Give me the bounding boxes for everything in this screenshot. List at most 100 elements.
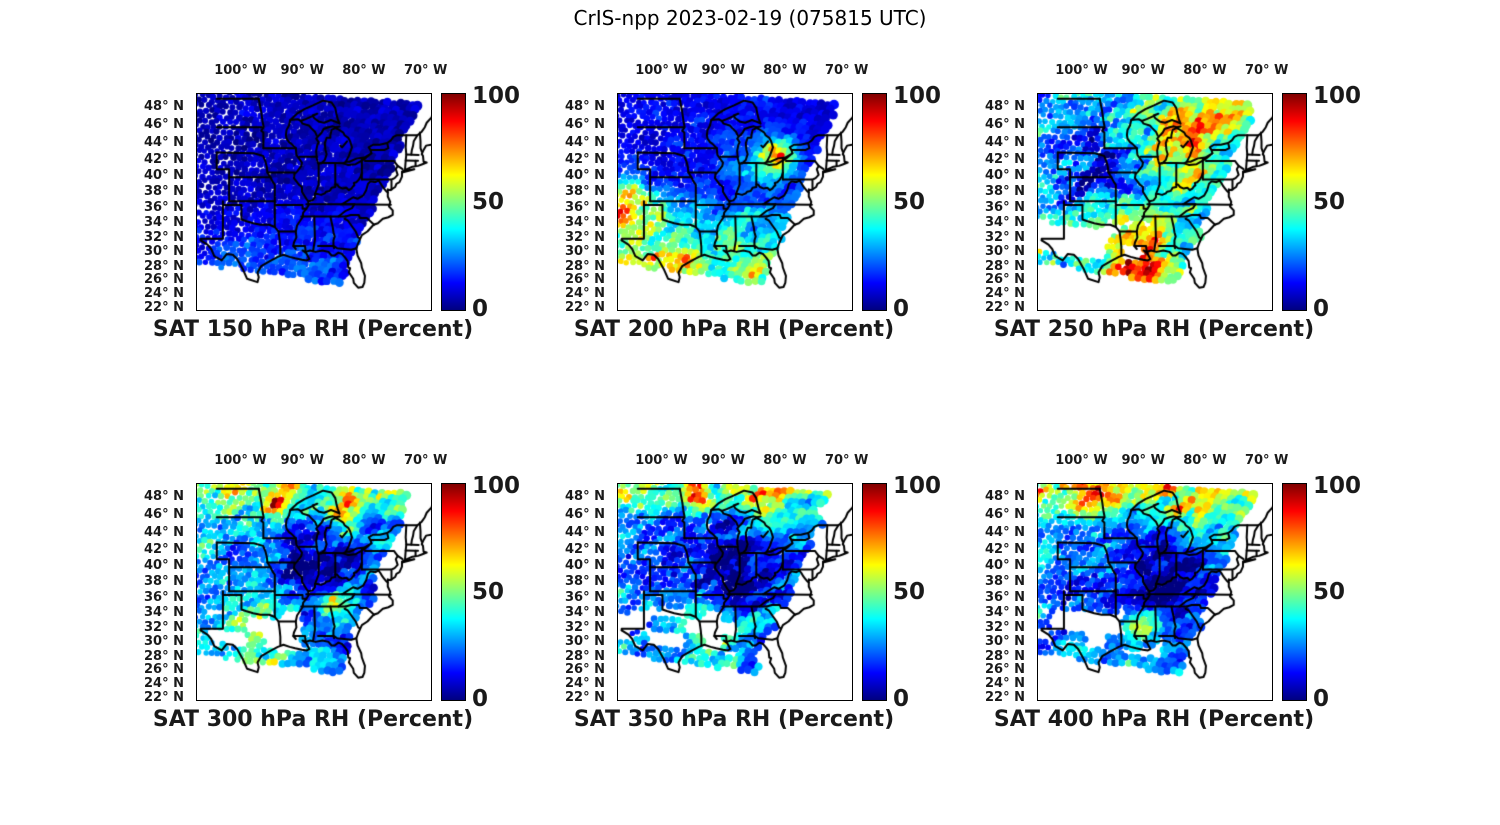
map-canvas-150 [196,93,432,311]
lat-tick-label: 40° N [985,168,1025,184]
map-canvas-400 [1037,483,1273,701]
lon-tick-label: 90° W [701,63,745,78]
lat-tick-label: 22° N [985,689,1025,705]
lon-tick-label: 100° W [214,63,267,78]
lat-tick-label: 32° N [144,229,184,245]
panel-title-300: SAT 300 hPa RH (Percent) [152,707,474,732]
panel-title-150: SAT 150 hPa RH (Percent) [152,317,474,342]
colorbar-tick-0: 0 [1313,686,1330,712]
lat-tick-label: 24° N [985,286,1025,302]
lat-tick-label: 36° N [565,199,605,215]
colorbar-tick-100: 100 [1313,473,1362,499]
lat-tick-label: 48° N [565,489,605,505]
lat-tick-label: 30° N [565,634,605,650]
map-canvas-300 [196,483,432,701]
panel-sat-200-hpa: 100 50 0 SAT 200 hPa RH (Percent) 100° W… [559,51,959,351]
map-canvas-350 [617,483,853,701]
lon-tick-label: 70° W [824,453,869,468]
panel-sat-150-hpa: 100 50 0 SAT 150 hPa RH (Percent) 100° W… [138,51,538,351]
colorbar-tick-50: 50 [893,189,926,215]
lat-tick-label: 48° N [144,99,184,115]
lat-tick-label: 32° N [985,229,1025,245]
lat-tick-label: 44° N [565,524,605,540]
lat-tick-label: 32° N [144,619,184,635]
lat-tick-label: 40° N [144,168,184,184]
lat-tick-label: 46° N [985,117,1025,133]
panel-sat-400-hpa: 100 50 0 SAT 400 hPa RH (Percent) 100° W… [979,441,1379,741]
lat-tick-label: 40° N [565,558,605,574]
lat-tick-label: 28° N [985,648,1025,664]
lat-tick-label: 32° N [565,229,605,245]
lat-tick-label: 24° N [144,286,184,302]
lat-tick-label: 44° N [985,134,1025,150]
colorbar-tick-100: 100 [893,473,942,499]
colorbar-tick-50: 50 [472,189,505,215]
panel-sat-300-hpa: 100 50 0 SAT 300 hPa RH (Percent) 100° W… [138,441,538,741]
panel-title-250: SAT 250 hPa RH (Percent) [993,317,1315,342]
lat-tick-label: 32° N [985,619,1025,635]
lon-tick-label: 90° W [280,453,324,468]
lat-tick-label: 46° N [565,117,605,133]
lat-tick-label: 26° N [144,272,184,288]
colorbar [862,93,887,311]
lon-tick-label: 100° W [1055,453,1108,468]
lon-tick-label: 100° W [214,453,267,468]
lat-tick-label: 40° N [985,558,1025,574]
lat-tick-label: 34° N [565,215,605,231]
lat-tick-label: 22° N [565,299,605,315]
lat-tick-label: 34° N [985,215,1025,231]
lat-tick-label: 34° N [144,605,184,621]
colorbar-tick-0: 0 [472,686,489,712]
lat-tick-label: 38° N [565,184,605,200]
lon-tick-label: 90° W [1121,63,1165,78]
lon-tick-label: 70° W [403,453,448,468]
lat-tick-label: 38° N [565,574,605,590]
colorbar-tick-100: 100 [893,83,942,109]
lat-tick-label: 36° N [985,589,1025,605]
panel-sat-250-hpa: 100 50 0 SAT 250 hPa RH (Percent) 100° W… [979,51,1379,351]
lon-tick-label: 70° W [403,63,448,78]
lat-tick-label: 30° N [144,634,184,650]
lat-tick-label: 24° N [565,676,605,692]
colorbar [862,483,887,701]
lat-tick-label: 26° N [144,662,184,678]
lat-tick-label: 42° N [144,541,184,557]
lat-tick-label: 42° N [985,151,1025,167]
lat-tick-label: 28° N [565,258,605,274]
colorbar-tick-50: 50 [1313,579,1346,605]
lat-tick-label: 24° N [985,676,1025,692]
colorbar-tick-100: 100 [1313,83,1362,109]
lat-tick-label: 28° N [144,648,184,664]
lon-tick-label: 100° W [635,63,688,78]
lat-tick-label: 46° N [144,507,184,523]
colorbar [441,483,466,701]
colorbar [1282,483,1307,701]
lat-tick-label: 44° N [985,524,1025,540]
lat-tick-label: 22° N [985,299,1025,315]
lat-tick-label: 30° N [985,634,1025,650]
colorbar [441,93,466,311]
lat-tick-label: 38° N [144,574,184,590]
colorbar-tick-50: 50 [893,579,926,605]
panel-sat-350-hpa: 100 50 0 SAT 350 hPa RH (Percent) 100° W… [559,441,959,741]
lat-tick-label: 34° N [144,215,184,231]
lat-tick-label: 38° N [144,184,184,200]
colorbar-tick-50: 50 [472,579,505,605]
lat-tick-label: 46° N [144,117,184,133]
lat-tick-label: 44° N [144,524,184,540]
lat-tick-label: 22° N [144,689,184,705]
lon-tick-label: 80° W [763,63,807,78]
lat-tick-label: 34° N [565,605,605,621]
lat-tick-label: 42° N [144,151,184,167]
lat-tick-label: 24° N [565,286,605,302]
lat-tick-label: 30° N [144,244,184,260]
lat-tick-label: 48° N [565,99,605,115]
lat-tick-label: 46° N [985,507,1025,523]
lat-tick-label: 24° N [144,676,184,692]
lat-tick-label: 36° N [144,199,184,215]
lat-tick-label: 48° N [985,489,1025,505]
colorbar [1282,93,1307,311]
lon-tick-label: 80° W [342,453,386,468]
colorbar-tick-100: 100 [472,83,521,109]
